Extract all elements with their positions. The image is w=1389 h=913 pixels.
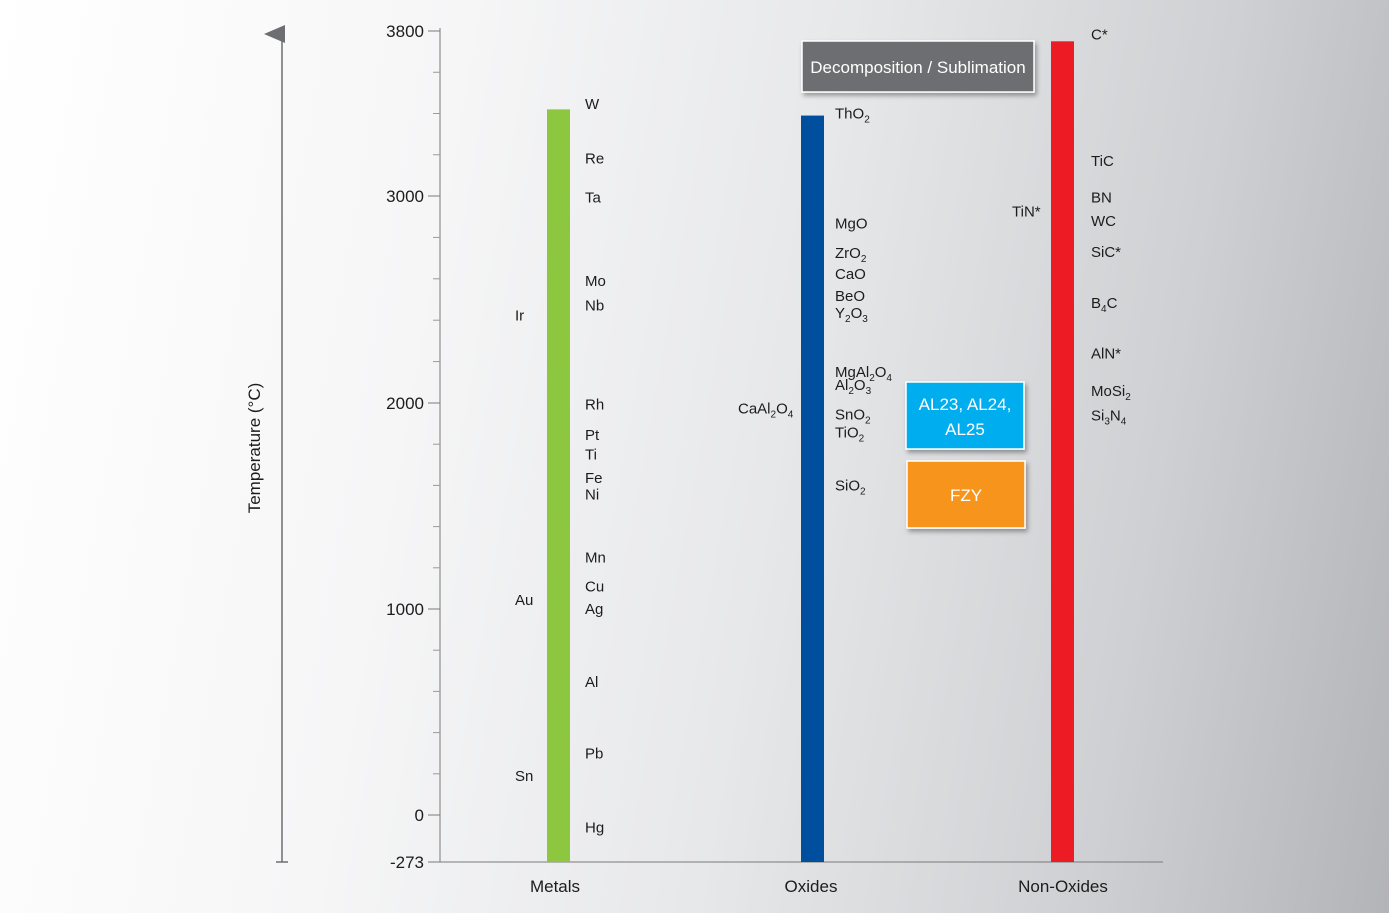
y-tick-label: -273 — [390, 853, 424, 872]
bar-metals — [547, 109, 570, 862]
material-label-metals: Au — [515, 592, 533, 609]
material-label-oxides: TiO2 — [835, 424, 865, 444]
minor-ticks — [433, 30, 440, 816]
material-label-metals: Cu — [585, 578, 604, 595]
bar-oxides — [801, 115, 824, 862]
material-label-metals: Ti — [585, 446, 597, 463]
material-label-nonoxides: WC — [1091, 213, 1116, 230]
y-axis-label: Temperature (°C) — [245, 383, 264, 514]
category-non-oxides: Non-Oxides — [1018, 877, 1108, 896]
major-ticks: 3800 3000 2000 1000 0 -273 — [386, 22, 440, 872]
fzy-box-label: FZY — [950, 486, 982, 505]
material-label-oxides: SnO2 — [835, 406, 871, 426]
category-oxides: Oxides — [785, 877, 838, 896]
material-label-metals: W — [585, 96, 600, 113]
category-metals: Metals — [530, 877, 580, 896]
material-label-oxides: SiO2 — [835, 477, 866, 497]
material-label-nonoxides: Si3N4 — [1091, 408, 1127, 428]
bars — [547, 41, 1074, 862]
material-label-nonoxides: C* — [1091, 26, 1108, 43]
material-label-nonoxides: AlN* — [1091, 346, 1121, 363]
material-label-metals: Re — [585, 151, 604, 168]
bar-non-oxides — [1051, 41, 1074, 862]
y-tick-label: 3800 — [386, 22, 424, 41]
material-label-metals: Ag — [585, 601, 603, 618]
material-label-nonoxides: B4C — [1091, 295, 1118, 315]
material-label-oxides: Al2O3 — [835, 377, 872, 397]
material-label-metals: Ir — [515, 308, 524, 325]
material-label-oxides: BeO — [835, 288, 865, 305]
material-label-metals: Mo — [585, 273, 606, 290]
y-tick-label: 1000 — [386, 600, 424, 619]
material-label-metals: Ta — [585, 189, 602, 206]
material-label-metals: Mn — [585, 549, 606, 566]
decomposition-box-label: Decomposition / Sublimation — [810, 58, 1025, 77]
decomposition-box: Decomposition / Sublimation — [801, 40, 1035, 93]
decomposition-box-bg — [801, 40, 1035, 93]
material-label-oxides: CaO — [835, 266, 866, 283]
fzy-box: FZY — [906, 460, 1026, 529]
material-label-nonoxides: MoSi2 — [1091, 383, 1131, 403]
material-label-metals: Fe — [585, 470, 603, 487]
al-box-bg — [905, 381, 1025, 450]
material-label-nonoxides: SiC* — [1091, 244, 1121, 261]
y-tick-label: 2000 — [386, 394, 424, 413]
material-label-oxides: ThO2 — [835, 106, 870, 126]
material-label-nonoxides: TiC — [1091, 153, 1114, 170]
material-label-metals: Pt — [585, 427, 600, 444]
material-label-oxides: ZrO2 — [835, 245, 867, 265]
material-label-oxides: MgAl2O4 — [835, 364, 892, 384]
material-label-oxides: MgO — [835, 216, 868, 233]
material-label-metals: Sn — [515, 768, 533, 785]
material-label-metals: Rh — [585, 396, 604, 413]
al-box-label-line2: AL25 — [945, 420, 985, 439]
material-label-metals: Al — [585, 674, 598, 691]
material-label-metals: Hg — [585, 820, 604, 837]
material-label-metals: Nb — [585, 297, 604, 314]
al-box: AL23, AL24, AL25 — [905, 381, 1025, 450]
fzy-box-bg — [906, 460, 1026, 529]
material-label-metals: Ni — [585, 486, 599, 503]
material-label-oxides: Y2O3 — [835, 305, 868, 325]
y-tick-label: 3000 — [386, 187, 424, 206]
material-label-oxides: CaAl2O4 — [738, 400, 794, 420]
al-box-label-line1: AL23, AL24, — [919, 395, 1012, 414]
material-label-nonoxides: TiN* — [1012, 203, 1041, 220]
y-tick-label: 0 — [415, 806, 424, 825]
material-label-metals: Pb — [585, 746, 603, 763]
material-label-nonoxides: BN — [1091, 190, 1112, 207]
